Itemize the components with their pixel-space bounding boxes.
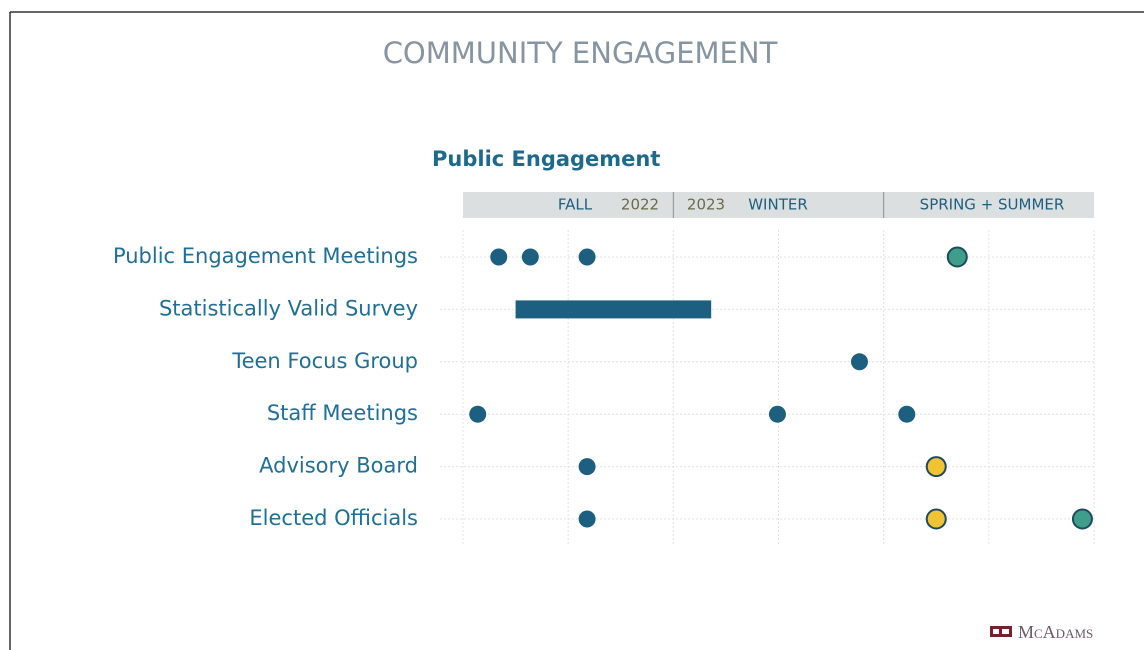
logo-icon <box>990 626 993 637</box>
event-dot <box>925 508 947 530</box>
row-label: Public Engagement Meetings <box>113 244 418 268</box>
event-dot <box>925 456 947 478</box>
event-dot <box>490 248 508 266</box>
logo-icon <box>999 626 1002 637</box>
chart-title: Public Engagement <box>432 147 660 171</box>
period-label: FALL <box>558 196 593 214</box>
row-label: Teen Focus Group <box>231 349 418 373</box>
logo-text: McAdams <box>1018 622 1093 642</box>
logo: McAdams <box>990 622 1093 642</box>
logo-icon <box>1009 626 1012 637</box>
row-label: Staff Meetings <box>267 401 418 425</box>
period-label: SPRING + SUMMER <box>920 196 1065 214</box>
event-dot <box>578 510 596 528</box>
duration-bar <box>515 300 712 319</box>
event-dot <box>946 246 968 268</box>
event-dot <box>898 405 916 423</box>
period-band <box>463 192 1094 218</box>
row-label: Elected Officials <box>249 506 418 530</box>
row-label: Advisory Board <box>259 454 418 478</box>
slide-title: COMMUNITY ENGAGEMENT <box>383 36 778 70</box>
period-label: 2023 <box>687 196 725 214</box>
event-dot <box>469 405 487 423</box>
row-label: Statistically Valid Survey <box>159 296 418 320</box>
event-dot <box>578 458 596 476</box>
period-label: WINTER <box>748 196 808 214</box>
period-label: 2022 <box>621 196 659 214</box>
event-dot <box>578 248 596 266</box>
event-dot <box>850 353 868 371</box>
event-dot <box>768 405 786 423</box>
event-dot <box>1071 508 1093 530</box>
event-dot <box>521 248 539 266</box>
